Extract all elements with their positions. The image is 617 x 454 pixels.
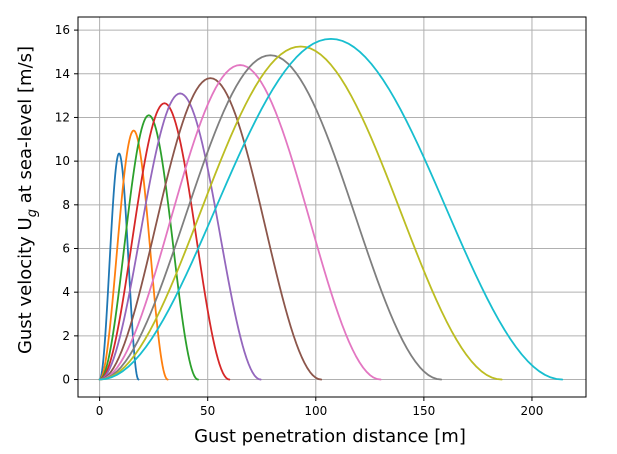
x-tick-label: 150 bbox=[412, 404, 435, 418]
y-tick-label: 0 bbox=[62, 373, 70, 387]
y-axis-label-main: Gust velocity U bbox=[15, 217, 36, 354]
axis-ticks: 0 50 100 150 200 0 2 4 6 8 10 12 14 16 bbox=[55, 23, 544, 418]
plot-frame bbox=[77, 16, 587, 398]
gust-curve-3 bbox=[98, 114, 199, 381]
grid bbox=[78, 17, 586, 397]
y-tick-label: 2 bbox=[62, 329, 70, 343]
gust-curve-4 bbox=[98, 102, 231, 381]
y-axis-label-unit: at sea-level [m/s] bbox=[15, 46, 36, 209]
gust-curve-7 bbox=[98, 64, 382, 381]
plot-series bbox=[98, 37, 564, 381]
gust-curve-1 bbox=[98, 152, 140, 381]
gust-curve-5 bbox=[98, 92, 262, 381]
y-tick-label: 14 bbox=[55, 67, 70, 81]
gust-curve-9 bbox=[98, 45, 503, 381]
y-tick-label: 16 bbox=[55, 23, 70, 37]
y-tick-label: 8 bbox=[62, 198, 70, 212]
x-tick-label: 200 bbox=[521, 404, 544, 418]
y-tick-label: 10 bbox=[55, 154, 70, 168]
x-tick-label: 100 bbox=[304, 404, 327, 418]
gust-curve-6 bbox=[98, 77, 323, 381]
y-tick-label: 6 bbox=[62, 241, 70, 255]
x-tick-label: 50 bbox=[200, 404, 215, 418]
x-tick-label: 0 bbox=[96, 404, 104, 418]
y-axis-label-subscript: g bbox=[25, 209, 40, 217]
x-axis-label: Gust penetration distance [m] bbox=[194, 426, 466, 447]
y-tick-label: 12 bbox=[55, 110, 70, 124]
y-tick-label: 4 bbox=[62, 285, 70, 299]
gust-curve-10 bbox=[98, 37, 564, 381]
gust-curve-8 bbox=[98, 54, 443, 381]
y-axis-label: Gust velocity Ug at sea-level [m/s] bbox=[15, 46, 40, 354]
